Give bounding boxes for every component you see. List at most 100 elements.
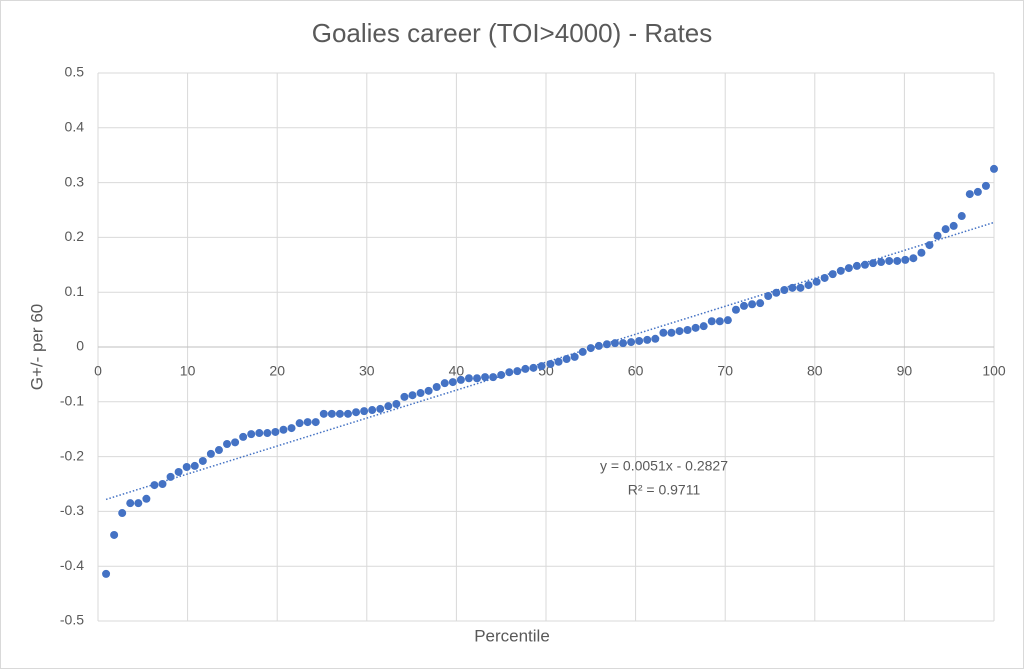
data-point — [804, 281, 813, 290]
x-tick-label: 100 — [982, 363, 1006, 379]
data-point — [440, 379, 449, 388]
data-point — [247, 430, 256, 439]
y-tick-label: 0.4 — [65, 119, 85, 135]
data-point — [537, 362, 546, 371]
data-point — [352, 408, 361, 417]
y-axis-label: G+/- per 60 — [27, 304, 46, 390]
y-tick-label: -0.3 — [60, 502, 84, 518]
data-point — [198, 456, 207, 465]
x-tick-label: 90 — [897, 363, 913, 379]
data-point — [489, 373, 498, 382]
chart-title: Goalies career (TOI>4000) - Rates — [312, 18, 713, 48]
data-point — [909, 254, 918, 263]
data-point — [715, 317, 724, 326]
data-point — [271, 427, 280, 436]
data-point — [901, 255, 910, 264]
data-point — [957, 212, 966, 221]
y-tick-label: -0.1 — [60, 393, 84, 409]
data-point — [142, 494, 151, 503]
trendline — [105, 221, 995, 501]
data-point — [118, 509, 127, 518]
data-point — [287, 424, 296, 433]
data-point — [343, 409, 352, 418]
data-point — [860, 260, 869, 269]
data-point — [376, 404, 385, 413]
data-point — [586, 344, 595, 353]
data-point — [521, 364, 530, 373]
y-tick-label: 0.5 — [65, 64, 85, 80]
data-point — [303, 418, 312, 427]
data-point — [546, 359, 555, 368]
data-point — [319, 409, 328, 418]
data-point — [190, 461, 199, 470]
data-point — [392, 399, 401, 408]
data-point — [150, 481, 159, 490]
y-tick-label: 0.3 — [65, 173, 85, 189]
data-point — [925, 241, 934, 250]
data-point — [400, 392, 409, 401]
data-point — [667, 328, 676, 337]
data-point — [659, 328, 668, 337]
y-tick-label: -0.5 — [60, 612, 84, 628]
data-point — [214, 446, 223, 455]
y-tick-label: 0.2 — [65, 228, 85, 244]
data-point — [675, 327, 684, 336]
data-point — [788, 283, 797, 292]
data-point — [836, 266, 845, 275]
data-point — [174, 467, 183, 476]
data-point — [456, 375, 465, 384]
data-point — [643, 335, 652, 344]
data-point — [416, 389, 425, 398]
data-point — [166, 472, 175, 481]
data-point — [933, 231, 942, 240]
data-point — [965, 190, 974, 199]
data-point — [360, 407, 369, 416]
data-point — [335, 409, 344, 418]
data-point — [134, 499, 143, 508]
data-point — [182, 463, 191, 472]
data-point — [432, 383, 441, 392]
data-point — [497, 370, 506, 379]
trendline-equation: y = 0.0051x - 0.2827 — [600, 458, 728, 474]
data-point — [877, 258, 886, 267]
data-point — [740, 301, 749, 310]
data-point — [828, 270, 837, 279]
data-point — [424, 386, 433, 395]
data-point — [635, 336, 644, 345]
data-point — [327, 409, 336, 418]
data-point — [602, 340, 611, 349]
data-point — [683, 326, 692, 335]
data-point — [126, 499, 135, 508]
x-tick-label: 10 — [180, 363, 196, 379]
data-point — [691, 323, 700, 332]
data-point — [764, 292, 773, 301]
data-point — [255, 429, 264, 438]
data-point — [562, 355, 571, 364]
data-point — [756, 299, 765, 308]
data-point — [990, 164, 998, 173]
data-point — [619, 339, 628, 348]
x-tick-label: 70 — [717, 363, 733, 379]
data-point — [627, 338, 636, 347]
data-point — [110, 530, 119, 539]
data-point — [368, 406, 377, 415]
trendline-r-squared: R² = 0.9711 — [628, 482, 701, 498]
data-point — [844, 264, 853, 273]
data-point — [481, 373, 490, 382]
data-point — [578, 347, 587, 356]
data-point — [554, 357, 563, 366]
data-point — [699, 322, 708, 331]
data-point — [102, 569, 111, 578]
data-point — [529, 363, 538, 372]
data-point — [723, 316, 732, 325]
data-point — [941, 225, 950, 234]
data-point — [464, 374, 473, 383]
data-point — [949, 221, 958, 230]
data-point — [473, 374, 482, 383]
data-point — [973, 187, 982, 196]
data-point — [812, 277, 821, 286]
data-point — [885, 256, 894, 265]
y-tick-label: -0.2 — [60, 447, 84, 463]
data-point — [594, 341, 603, 350]
